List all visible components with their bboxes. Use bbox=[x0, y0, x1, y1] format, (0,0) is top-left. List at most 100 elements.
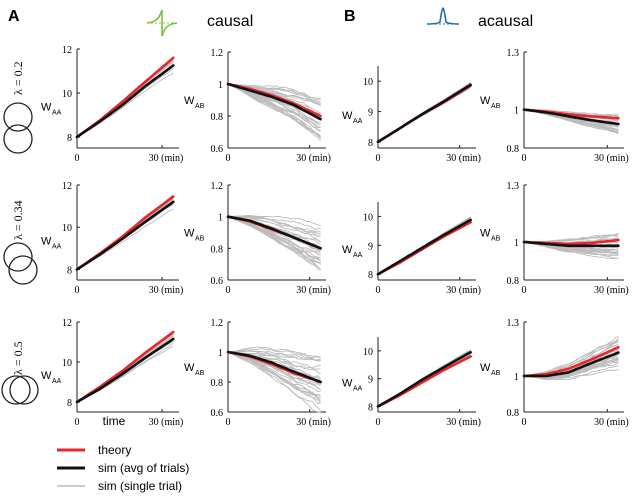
plot-A-r2-WAA: 8 10 12 0 30 (min) W AA bbox=[41, 181, 183, 296]
y-tick-label: 0.6 bbox=[211, 144, 224, 155]
plot-A-r1-WAB: 0.6 0.8 1 1.2 0 30 (min) W AB bbox=[184, 48, 331, 164]
y-tick-label: 1 bbox=[514, 238, 519, 249]
y-axis-label: W bbox=[342, 244, 353, 256]
venn-icon-row3 bbox=[1, 375, 39, 405]
y-tick-label: 0.8 bbox=[211, 378, 224, 389]
trial-line bbox=[227, 348, 321, 361]
x-tick-label: 30 (min) bbox=[594, 417, 629, 428]
x-tick-label: 30 (min) bbox=[594, 153, 629, 164]
y-axis-label-sub: AA bbox=[353, 252, 363, 259]
y-tick-label: 1.2 bbox=[211, 318, 224, 329]
y-axis-label-sub: AA bbox=[353, 386, 363, 393]
avg-line bbox=[75, 64, 175, 139]
trial-line bbox=[227, 83, 321, 99]
x-tick-label: 30 (min) bbox=[296, 285, 331, 296]
avg-line bbox=[522, 351, 620, 378]
y-axis-label-sub: AB bbox=[195, 236, 205, 243]
y-tick-label: 1.2 bbox=[211, 48, 224, 59]
y-axis-label: W bbox=[41, 370, 52, 382]
trial-line bbox=[523, 361, 619, 379]
trial-line bbox=[227, 83, 321, 137]
y-axis-label-sub: AA bbox=[353, 118, 363, 125]
theory-line bbox=[75, 56, 175, 139]
y-tick-label: 9 bbox=[368, 241, 373, 252]
x-tick-label: 0 bbox=[226, 417, 231, 428]
y-tick-label: 1.2 bbox=[211, 181, 224, 192]
y-tick-label: 8 bbox=[67, 133, 72, 144]
x-tick-label: 30 (min) bbox=[149, 285, 184, 296]
trial-line bbox=[227, 216, 321, 243]
x-tick-label: 0 bbox=[226, 153, 231, 164]
y-tick-label: 0.8 bbox=[211, 244, 224, 255]
x-tick-label: 30 (min) bbox=[446, 153, 481, 164]
plot-B-r3-WAB: 0.8 1 1.3 0 30 (min) W AB bbox=[480, 318, 629, 428]
avg-line bbox=[75, 337, 175, 404]
plot-B-r2-WAB: 0.8 1 1.3 0 30 (min) W AB bbox=[480, 181, 629, 296]
avg-line bbox=[226, 215, 322, 250]
avg-line bbox=[522, 240, 620, 248]
causal-kernel-icon bbox=[146, 9, 178, 37]
trial-line bbox=[227, 351, 321, 413]
avg-line bbox=[376, 350, 472, 408]
trial-line bbox=[227, 216, 321, 272]
x-tick-label: 30 (min) bbox=[296, 417, 331, 428]
y-axis-label: W bbox=[41, 102, 52, 114]
plot-A-r3-WAB: 0.6 0.8 1 1.2 0 30 (min) W AB bbox=[184, 318, 331, 428]
y-axis-label: W bbox=[342, 378, 353, 390]
y-tick-label: 1 bbox=[514, 106, 519, 117]
y-tick-label: 8 bbox=[368, 138, 373, 149]
trial-line bbox=[523, 241, 619, 257]
y-tick-label: 8 bbox=[368, 270, 373, 281]
y-tick-label: 10 bbox=[62, 89, 72, 100]
y-tick-label: 12 bbox=[62, 181, 72, 192]
x-tick-label: 0 bbox=[376, 285, 381, 296]
plot-A-r2-WAB: 0.6 0.8 1 1.2 0 30 (min) W AB bbox=[184, 181, 331, 296]
trial-line bbox=[227, 351, 321, 404]
y-tick-label: 10 bbox=[62, 223, 72, 234]
y-tick-label: 8 bbox=[67, 265, 72, 276]
y-tick-label: 1 bbox=[514, 372, 519, 383]
y-tick-label: 1.3 bbox=[507, 48, 520, 59]
y-axis-label-sub: AB bbox=[491, 236, 501, 243]
y-tick-label: 1 bbox=[218, 348, 223, 359]
x-tick-label: 0 bbox=[75, 285, 80, 296]
y-axis-label-sub: AA bbox=[52, 244, 62, 251]
venn-icon-row1 bbox=[3, 102, 33, 154]
trial-line bbox=[227, 351, 321, 411]
y-tick-label: 8 bbox=[67, 398, 72, 409]
x-tick-label: 0 bbox=[75, 417, 80, 428]
y-axis-label-sub: AB bbox=[195, 370, 205, 377]
y-tick-label: 0.6 bbox=[211, 408, 224, 419]
legend-label-avg: sim (avg of trials) bbox=[98, 461, 189, 475]
y-tick-label: 0.8 bbox=[211, 112, 224, 123]
x-tick-label: 30 (min) bbox=[446, 417, 481, 428]
trial-line bbox=[227, 346, 321, 359]
y-axis-label-sub: AB bbox=[195, 103, 205, 110]
panel-title-causal: causal bbox=[207, 13, 253, 30]
y-axis-label: W bbox=[342, 110, 353, 122]
y-tick-label: 10 bbox=[363, 347, 373, 358]
panel-title-acausal: acausal bbox=[478, 13, 533, 30]
y-axis-label: W bbox=[41, 236, 52, 248]
x-tick-label: 0 bbox=[75, 153, 80, 164]
x-tick-label: 0 bbox=[226, 285, 231, 296]
y-axis-label: W bbox=[480, 362, 491, 374]
y-tick-label: 10 bbox=[363, 212, 373, 223]
x-tick-label: 30 (min) bbox=[149, 153, 184, 164]
y-tick-label: 12 bbox=[62, 318, 72, 329]
acausal-kernel-icon bbox=[426, 7, 460, 25]
x-tick-label: 30 (min) bbox=[446, 285, 481, 296]
venn-icon-row2 bbox=[3, 242, 38, 285]
y-tick-label: 12 bbox=[62, 45, 72, 56]
plot-A-r3-WAA: 8 10 12 0 30 (min) W AA bbox=[41, 318, 183, 428]
y-axis-label-sub: AA bbox=[52, 110, 62, 117]
legend-label-theory: theory bbox=[98, 443, 131, 457]
trial-line bbox=[227, 216, 321, 259]
x-tick-label: 0 bbox=[376, 417, 381, 428]
y-axis-label: W bbox=[480, 95, 491, 107]
y-tick-label: 1 bbox=[218, 213, 223, 224]
x-tick-label: 0 bbox=[522, 285, 527, 296]
trial-line bbox=[227, 83, 321, 102]
